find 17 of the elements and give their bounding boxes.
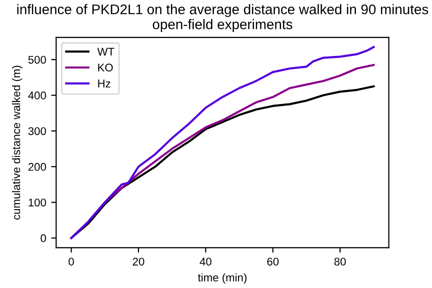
x-tick-label: 0: [68, 258, 74, 266]
y-tick-label: 100: [28, 198, 46, 206]
y-tick-label: 0: [40, 234, 46, 242]
y-axis-title: cumulative distance walked (m): [12, 66, 22, 220]
legend-label: WT: [97, 48, 114, 56]
x-tick-label: 20: [132, 258, 144, 266]
y-tick-label: 500: [28, 56, 46, 64]
y-tick-label: 200: [28, 162, 46, 171]
x-tick-label: 80: [334, 258, 346, 266]
x-axis-title: time (min): [198, 273, 246, 284]
x-tick-label: 40: [200, 258, 212, 266]
legend-label: Hz: [98, 80, 110, 88]
chart-title: influence of PKD2L1 on the average distance walked in 90 minutes open-field experiments: [17, 4, 428, 32]
y-tick-label: 300: [28, 127, 46, 136]
x-tick-label: 60: [267, 258, 279, 266]
y-tick-label: 400: [28, 92, 46, 100]
legend-label: KO: [98, 64, 113, 72]
